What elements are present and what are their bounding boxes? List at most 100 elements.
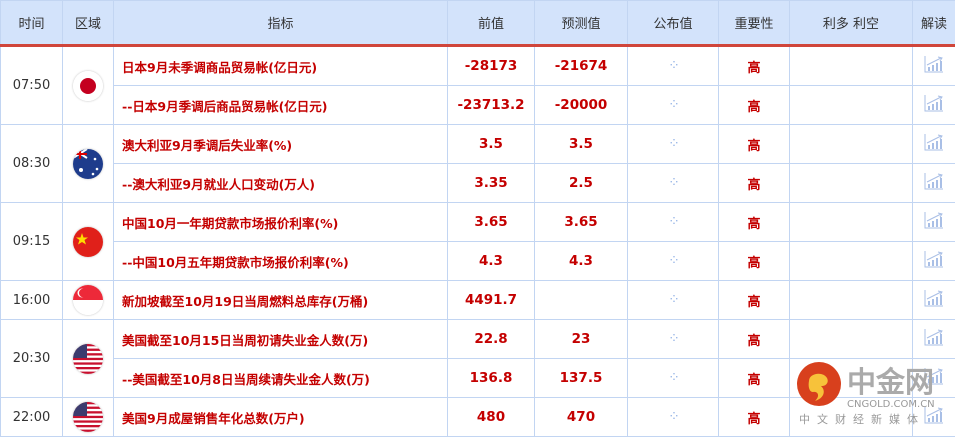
actual-value: ⁘: [628, 203, 719, 242]
loading-spinner-icon: ⁘: [668, 292, 678, 308]
china-flag-icon: [73, 227, 103, 257]
indicator-name[interactable]: --中国10月五年期贷款市场报价利率(%): [114, 242, 448, 281]
previous-value: 4491.7: [448, 281, 535, 320]
analysis-button[interactable]: [913, 281, 955, 320]
importance: 高: [719, 164, 790, 203]
region-cell: [63, 398, 114, 437]
actual-value: ⁘: [628, 164, 719, 203]
forecast-value: 23: [535, 320, 628, 359]
column-header: 区域: [63, 1, 114, 46]
chart-analysis-icon: [924, 55, 944, 73]
actual-value: ⁘: [628, 359, 719, 398]
forecast-value: 3.65: [535, 203, 628, 242]
importance: 高: [719, 125, 790, 164]
column-header: 时间: [1, 1, 63, 46]
analysis-button[interactable]: [913, 398, 955, 437]
release-time: 08:30: [1, 125, 63, 203]
importance: 高: [719, 242, 790, 281]
loading-spinner-icon: ⁘: [668, 97, 678, 113]
analysis-button[interactable]: [913, 86, 955, 125]
analysis-button[interactable]: [913, 203, 955, 242]
forecast-value: 470: [535, 398, 628, 437]
actual-value: ⁘: [628, 242, 719, 281]
usa-flag-icon: [73, 402, 103, 432]
loading-spinner-icon: ⁘: [668, 214, 678, 230]
chart-analysis-icon: [924, 94, 944, 112]
column-header: 公布值: [628, 1, 719, 46]
region-cell: [63, 125, 114, 203]
previous-value: 3.5: [448, 125, 535, 164]
previous-value: 136.8: [448, 359, 535, 398]
analysis-button[interactable]: [913, 46, 955, 86]
release-time: 22:00: [1, 398, 63, 437]
actual-value: ⁘: [628, 86, 719, 125]
chart-analysis-icon: [924, 367, 944, 385]
previous-value: 3.35: [448, 164, 535, 203]
analysis-button[interactable]: [913, 320, 955, 359]
forecast-value: [535, 281, 628, 320]
importance: 高: [719, 320, 790, 359]
column-header: 指标: [114, 1, 448, 46]
importance: 高: [719, 46, 790, 86]
loading-spinner-icon: ⁘: [668, 136, 678, 152]
column-header: 重要性: [719, 1, 790, 46]
impact-cell: [790, 281, 913, 320]
impact-cell: [790, 359, 913, 398]
column-header: 预测值: [535, 1, 628, 46]
actual-value: ⁘: [628, 320, 719, 359]
usa-flag-icon: [73, 344, 103, 374]
importance: 高: [719, 203, 790, 242]
previous-value: 3.65: [448, 203, 535, 242]
importance: 高: [719, 398, 790, 437]
actual-value: ⁘: [628, 398, 719, 437]
table-row: --日本9月季调后商品贸易帐(亿日元)-23713.2-20000⁘高: [1, 86, 955, 125]
indicator-name[interactable]: --日本9月季调后商品贸易帐(亿日元): [114, 86, 448, 125]
loading-spinner-icon: ⁘: [668, 58, 678, 74]
indicator-name[interactable]: --澳大利亚9月就业人口变动(万人): [114, 164, 448, 203]
indicator-name[interactable]: 中国10月一年期贷款市场报价利率(%): [114, 203, 448, 242]
column-header: 利多 利空: [790, 1, 913, 46]
analysis-button[interactable]: [913, 164, 955, 203]
loading-spinner-icon: ⁘: [668, 331, 678, 347]
loading-spinner-icon: ⁘: [668, 175, 678, 191]
indicator-name[interactable]: --美国截至10月8日当周续请失业金人数(万): [114, 359, 448, 398]
forecast-value: -21674: [535, 46, 628, 86]
actual-value: ⁘: [628, 46, 719, 86]
forecast-value: 137.5: [535, 359, 628, 398]
previous-value: 4.3: [448, 242, 535, 281]
forecast-value: 4.3: [535, 242, 628, 281]
analysis-button[interactable]: [913, 242, 955, 281]
chart-analysis-icon: [924, 250, 944, 268]
impact-cell: [790, 398, 913, 437]
australia-flag-icon: [73, 149, 103, 179]
loading-spinner-icon: ⁘: [668, 409, 678, 425]
release-time: 20:30: [1, 320, 63, 398]
indicator-name[interactable]: 新加坡截至10月19日当周燃料总库存(万桶): [114, 281, 448, 320]
impact-cell: [790, 86, 913, 125]
indicator-name[interactable]: 澳大利亚9月季调后失业率(%): [114, 125, 448, 164]
loading-spinner-icon: ⁘: [668, 370, 678, 386]
chart-analysis-icon: [924, 133, 944, 151]
analysis-button[interactable]: [913, 359, 955, 398]
analysis-button[interactable]: [913, 125, 955, 164]
forecast-value: -20000: [535, 86, 628, 125]
previous-value: -28173: [448, 46, 535, 86]
forecast-value: 3.5: [535, 125, 628, 164]
indicator-name[interactable]: 美国截至10月15日当周初请失业金人数(万): [114, 320, 448, 359]
chart-analysis-icon: [924, 211, 944, 229]
singapore-flag-icon: [73, 285, 103, 315]
loading-spinner-icon: ⁘: [668, 253, 678, 269]
indicator-name[interactable]: 日本9月未季调商品贸易帐(亿日元): [114, 46, 448, 86]
indicator-name[interactable]: 美国9月成屋销售年化总数(万户): [114, 398, 448, 437]
importance: 高: [719, 281, 790, 320]
previous-value: 480: [448, 398, 535, 437]
